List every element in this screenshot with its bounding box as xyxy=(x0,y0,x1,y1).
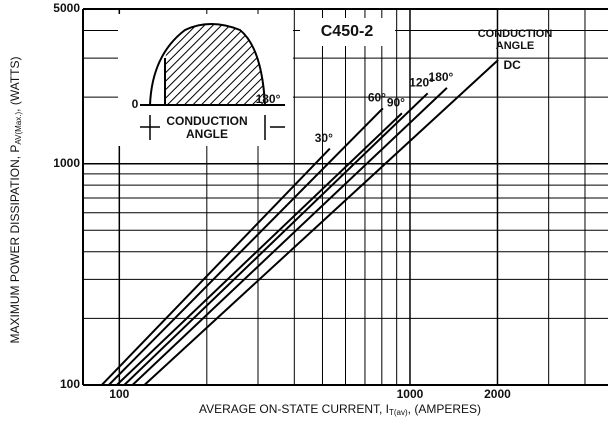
series-line xyxy=(123,92,429,386)
x-tick-label: 100 xyxy=(109,387,129,401)
legend-title: ANGLE xyxy=(496,40,535,52)
title-box xyxy=(300,18,395,46)
chart-title: C450-2 xyxy=(321,23,374,40)
y-tick-label: 5000 xyxy=(53,1,80,15)
y-tick-label: 100 xyxy=(60,377,80,391)
hatched-area xyxy=(165,24,265,105)
series-line xyxy=(131,87,448,386)
series-line xyxy=(116,112,403,386)
frame xyxy=(82,8,608,386)
inset: 0 180° CONDUCTION ANGLE xyxy=(118,14,293,146)
series-line xyxy=(143,59,499,386)
legend-title: CONDUCTION xyxy=(478,28,553,40)
waveform xyxy=(149,23,266,106)
series-label: DC xyxy=(503,58,521,72)
y-tick-label: 1000 xyxy=(53,156,80,170)
inset-label: CONDUCTION xyxy=(166,114,247,128)
series-line xyxy=(101,147,331,386)
y-axis-label: MAXIMUM POWER DISSIPATION, PAV(Max.), (W… xyxy=(8,57,23,344)
series-label: 120° xyxy=(409,75,434,89)
series-label: 90° xyxy=(387,95,405,109)
series-label: 30° xyxy=(315,131,333,145)
lines xyxy=(101,59,499,386)
series-line xyxy=(108,107,384,386)
inset-label: ANGLE xyxy=(186,127,228,141)
inset-label: 180° xyxy=(256,92,281,106)
x-tick-label: 2000 xyxy=(484,387,511,401)
series-label: 60° xyxy=(368,90,386,104)
x-tick-label: 1000 xyxy=(397,387,424,401)
x-axis-label: AVERAGE ON-STATE CURRENT, IT(av), (AMPER… xyxy=(199,402,481,417)
inset-label: 0 xyxy=(132,97,139,111)
grid xyxy=(83,8,608,386)
series-label: 180° xyxy=(429,70,454,84)
